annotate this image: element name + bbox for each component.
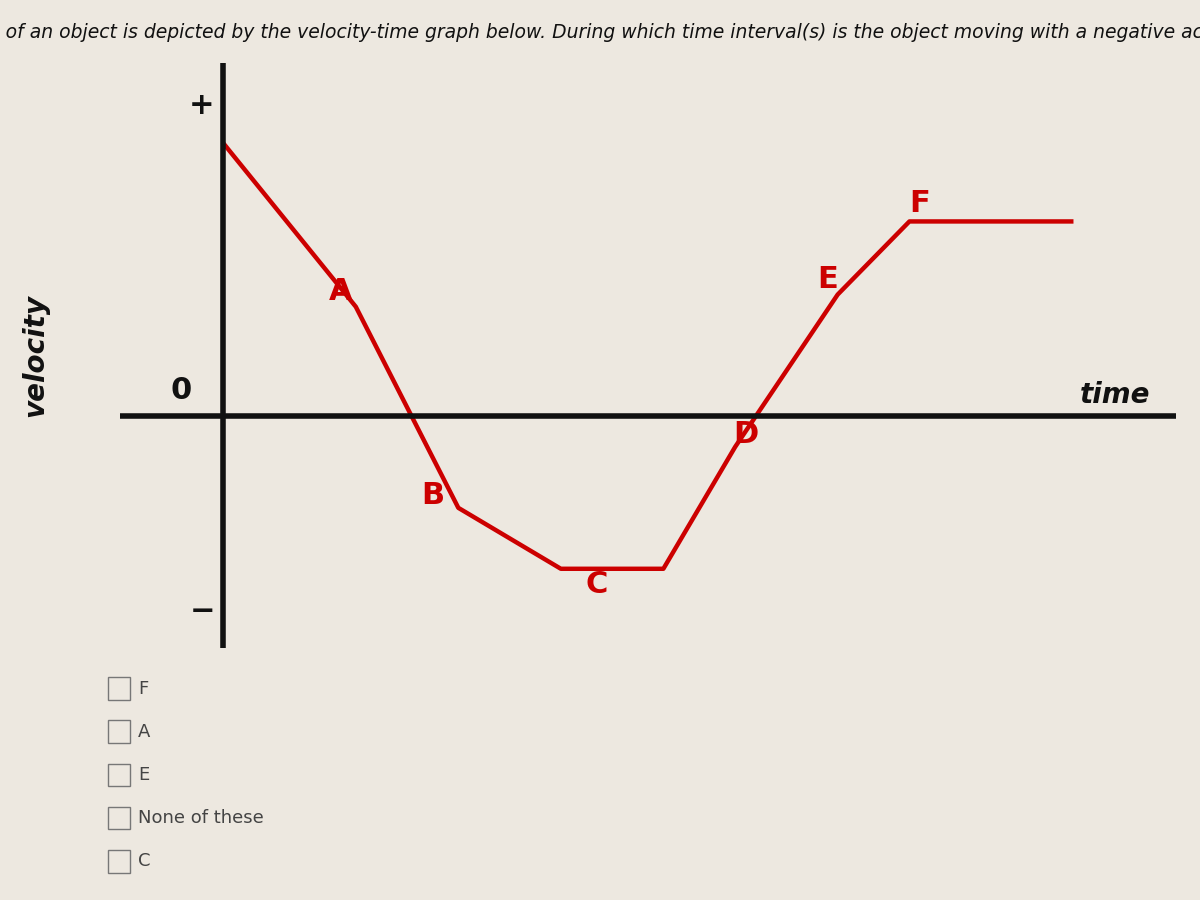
Text: A: A [329, 277, 353, 306]
Text: 0: 0 [170, 376, 192, 406]
Text: +: + [190, 91, 215, 121]
Text: F: F [910, 189, 930, 218]
Text: The motion of an object is depicted by the velocity-time graph below. During whi: The motion of an object is depicted by t… [0, 22, 1200, 41]
Text: time: time [1080, 381, 1151, 410]
Text: E: E [817, 265, 838, 293]
Text: C: C [586, 570, 608, 599]
Text: A: A [138, 723, 150, 741]
Text: C: C [138, 852, 150, 870]
Text: D: D [733, 420, 758, 449]
Text: B: B [421, 482, 444, 510]
Text: velocity: velocity [22, 294, 49, 417]
Text: F: F [138, 680, 149, 698]
Text: E: E [138, 766, 149, 784]
Text: None of these: None of these [138, 809, 264, 827]
Text: −: − [190, 597, 215, 626]
